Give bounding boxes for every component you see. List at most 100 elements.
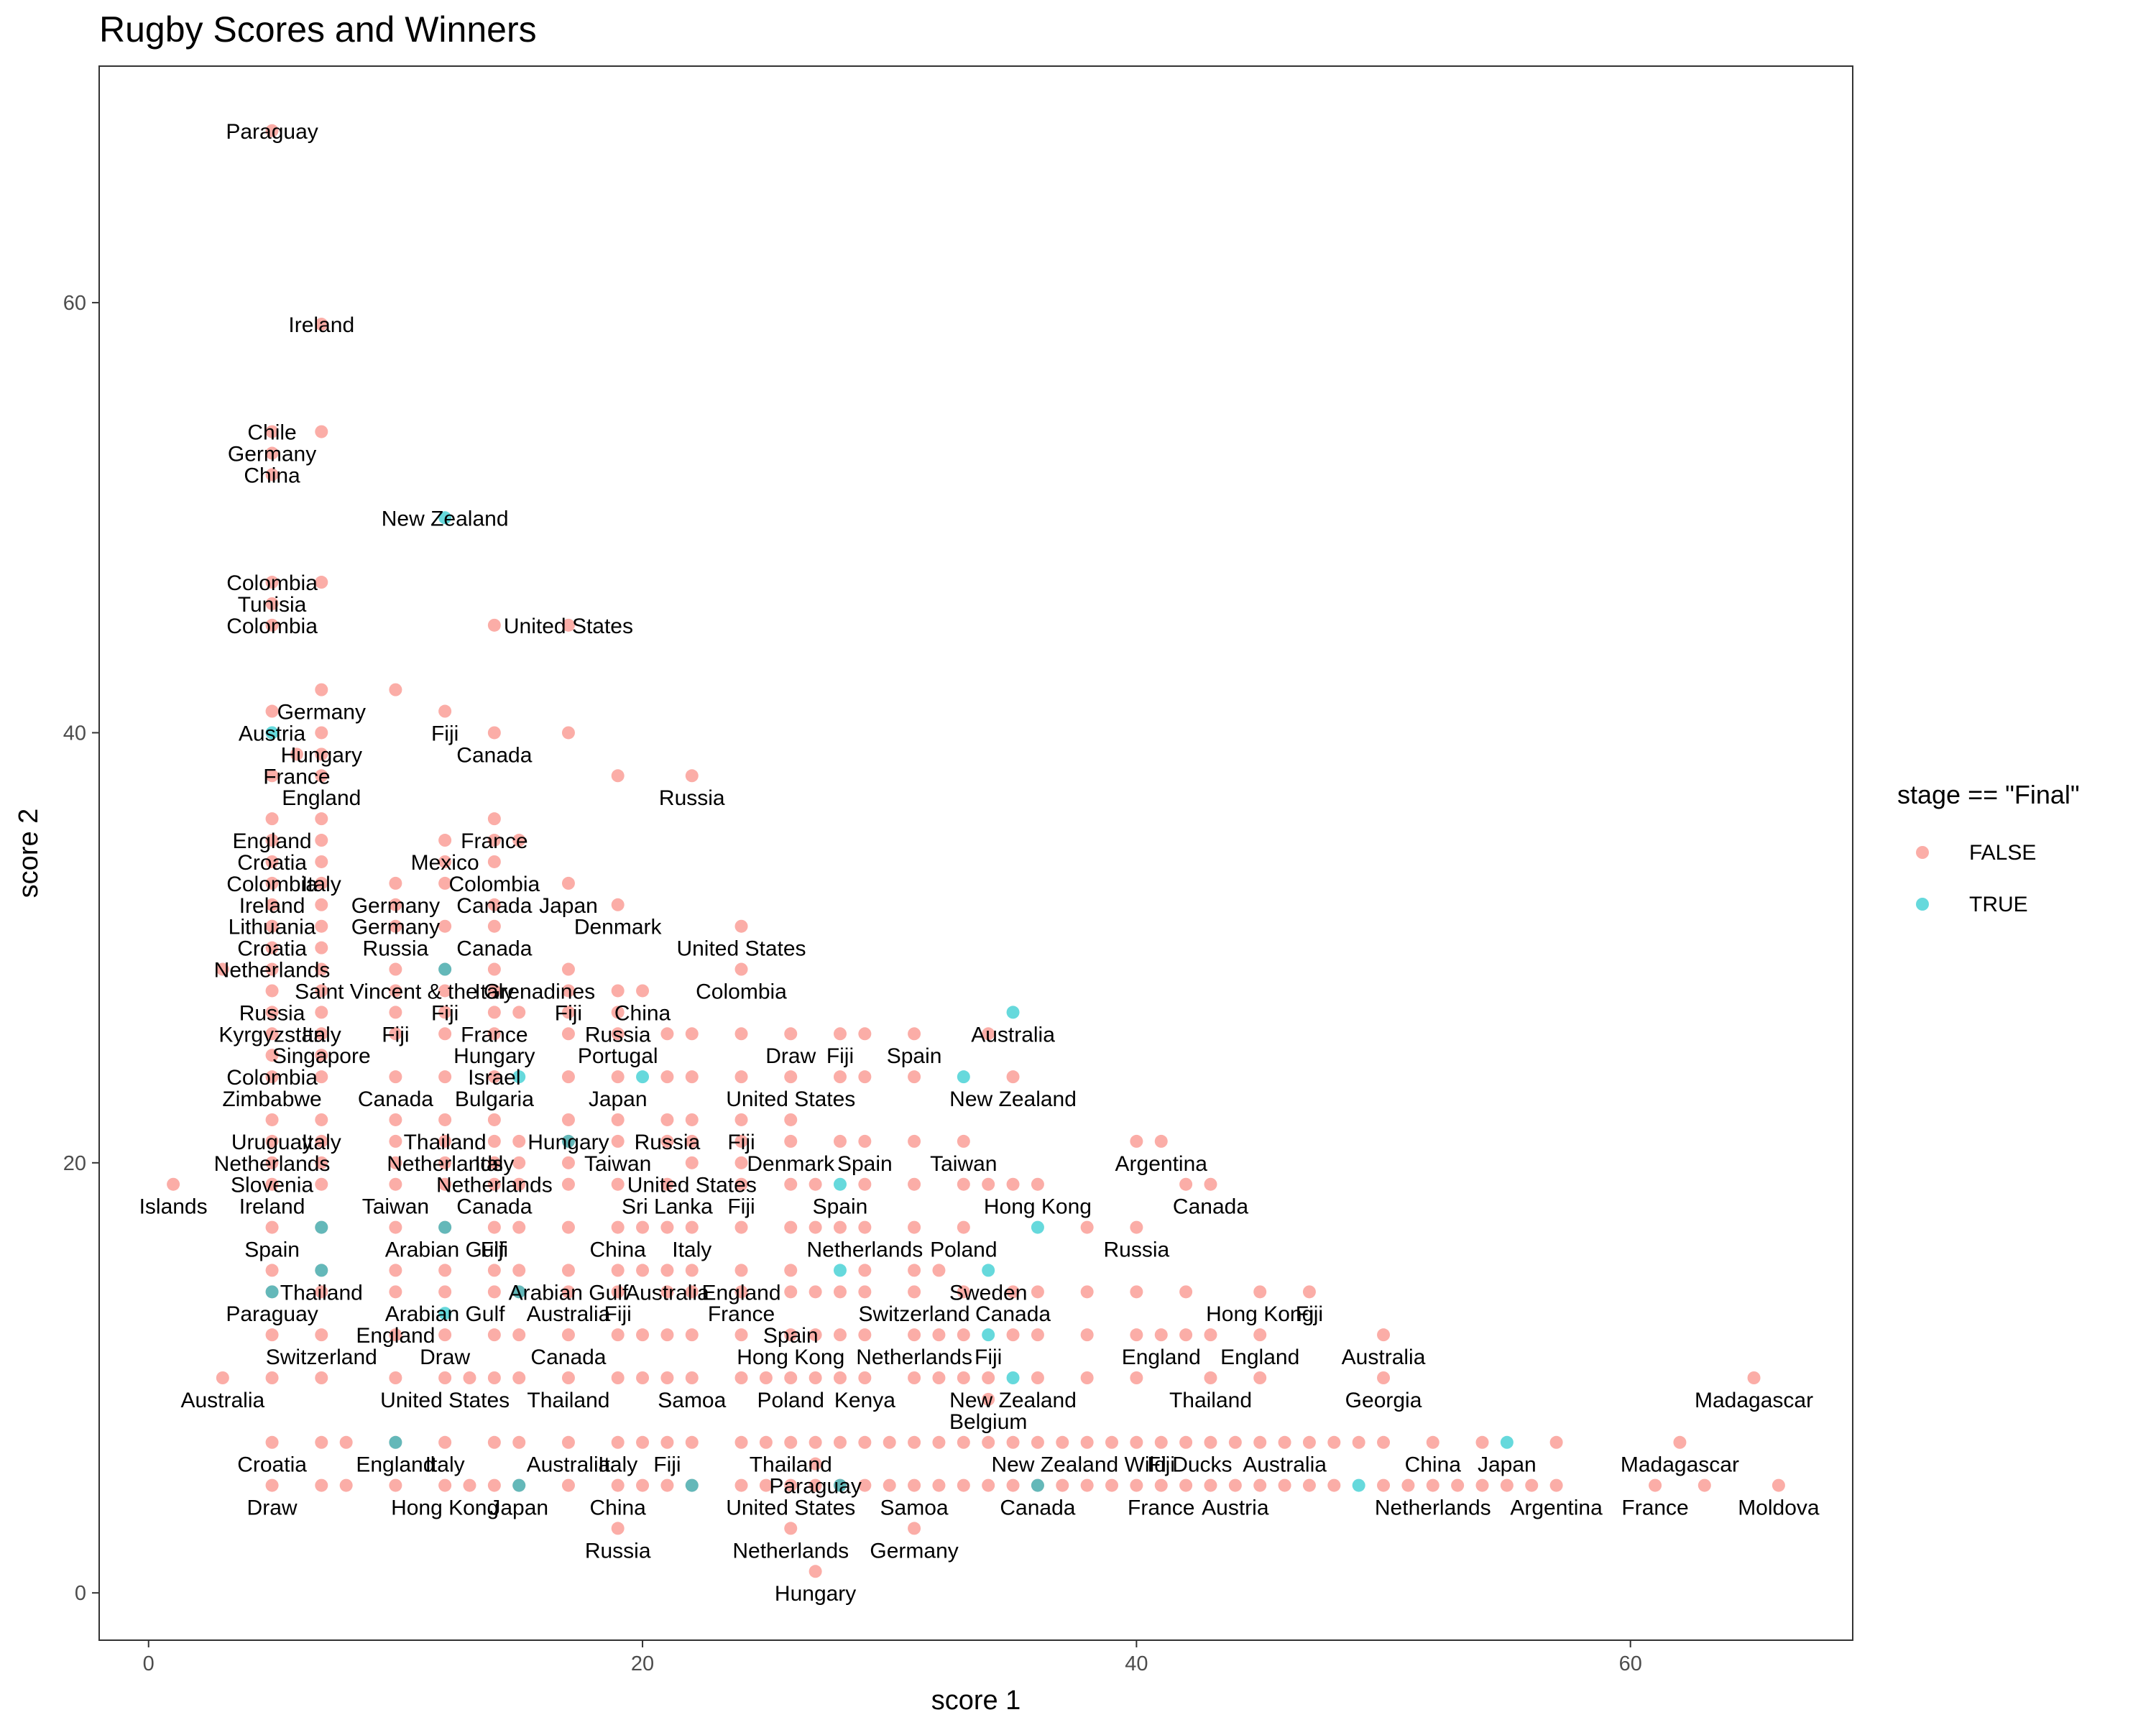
data-point-false bbox=[487, 919, 501, 933]
point-label: United States bbox=[627, 1174, 757, 1197]
point-label: England bbox=[356, 1453, 435, 1477]
data-point-false bbox=[611, 1478, 625, 1492]
data-point-false bbox=[1154, 1435, 1168, 1449]
data-point-false bbox=[265, 468, 279, 482]
data-point-false bbox=[611, 1134, 625, 1148]
data-point-false bbox=[908, 1328, 921, 1342]
data-point-false bbox=[611, 1070, 625, 1084]
data-point-false bbox=[1327, 1435, 1341, 1449]
point-label: Arabian Gulf bbox=[385, 1238, 505, 1261]
data-point-false bbox=[315, 1478, 328, 1492]
data-point-false bbox=[908, 1070, 921, 1084]
point-label: Australia bbox=[1243, 1453, 1327, 1477]
data-point-false bbox=[858, 1134, 872, 1148]
data-point-false bbox=[512, 1328, 526, 1342]
data-point-false bbox=[808, 1371, 822, 1384]
data-point-false bbox=[216, 962, 229, 976]
point-label: Australia bbox=[527, 1302, 611, 1326]
data-point-false bbox=[685, 1220, 699, 1234]
data-point-false bbox=[660, 1285, 674, 1299]
data-point-false bbox=[438, 876, 452, 890]
data-point-false bbox=[265, 812, 279, 826]
point-label: Singapore bbox=[272, 1044, 371, 1068]
data-point-false bbox=[389, 984, 402, 998]
point-label: Islands bbox=[139, 1195, 208, 1219]
data-point-false bbox=[908, 1285, 921, 1299]
point-label: New Zealand bbox=[949, 1389, 1077, 1412]
data-point-false bbox=[982, 1478, 995, 1492]
point-label: Thailand bbox=[750, 1453, 832, 1477]
data-point-false bbox=[784, 1371, 798, 1384]
point-label: Japan bbox=[539, 894, 598, 918]
data-point-false bbox=[1451, 1478, 1465, 1492]
data-point-false bbox=[1352, 1435, 1365, 1449]
data-point-false bbox=[561, 1070, 575, 1084]
data-point-true bbox=[1006, 1371, 1020, 1384]
point-label: Canada bbox=[358, 1087, 433, 1111]
data-point-false bbox=[660, 1113, 674, 1126]
data-point-false bbox=[833, 1285, 847, 1299]
data-point-false bbox=[1377, 1435, 1391, 1449]
data-point-false bbox=[561, 984, 575, 998]
data-point-false bbox=[512, 1177, 526, 1191]
point-label: Australia bbox=[625, 1281, 709, 1305]
data-point-false bbox=[759, 1478, 773, 1492]
data-point-false bbox=[660, 1177, 674, 1191]
data-point-false bbox=[315, 1177, 328, 1191]
data-point-false bbox=[759, 1435, 773, 1449]
data-point-false bbox=[561, 1113, 575, 1126]
point-label: Thailand bbox=[527, 1389, 609, 1412]
data-point-false bbox=[734, 1328, 748, 1342]
data-point-false bbox=[1228, 1435, 1242, 1449]
data-point-false bbox=[611, 1371, 625, 1384]
point-label: Germany bbox=[870, 1539, 958, 1563]
data-point-true bbox=[512, 1285, 526, 1299]
point-label: Taiwan bbox=[930, 1152, 997, 1176]
data-point-false bbox=[487, 1328, 501, 1342]
point-label: Germany bbox=[351, 916, 440, 939]
data-point-false bbox=[265, 876, 279, 890]
data-point-false bbox=[611, 1328, 625, 1342]
data-point-false bbox=[265, 446, 279, 460]
data-point-false bbox=[660, 1134, 674, 1148]
data-point-false bbox=[1006, 1328, 1020, 1342]
point-label: Belgium bbox=[949, 1410, 1027, 1434]
data-point-false bbox=[265, 962, 279, 976]
point-label: Spain bbox=[763, 1324, 819, 1348]
point-label: Hong Kong bbox=[737, 1346, 844, 1369]
point-label: Sweden bbox=[949, 1281, 1027, 1305]
data-point-false bbox=[438, 1371, 452, 1384]
data-point-false bbox=[1031, 1371, 1044, 1384]
point-label: Spain bbox=[813, 1195, 868, 1219]
data-point-false bbox=[315, 425, 328, 438]
data-point-false bbox=[858, 1220, 872, 1234]
data-point-false bbox=[908, 1478, 921, 1492]
point-label: Germany bbox=[351, 894, 440, 918]
data-point-false bbox=[1204, 1371, 1217, 1384]
point-label: Netherlands bbox=[732, 1539, 849, 1563]
data-point-false bbox=[265, 984, 279, 998]
data-point-false bbox=[660, 1328, 674, 1342]
data-point-false bbox=[1377, 1371, 1391, 1384]
data-point-false bbox=[438, 1435, 452, 1449]
point-label: France bbox=[263, 765, 330, 788]
point-label: Spain bbox=[887, 1044, 942, 1068]
data-point-false bbox=[611, 984, 625, 998]
data-point-false bbox=[932, 1371, 946, 1384]
data-point-false bbox=[561, 726, 575, 740]
data-point-false bbox=[315, 1113, 328, 1126]
legend-key-true bbox=[1916, 898, 1929, 911]
data-point-false bbox=[808, 1478, 822, 1492]
data-point-false bbox=[315, 683, 328, 696]
data-point-false bbox=[1253, 1371, 1267, 1384]
point-label: Moldova bbox=[1738, 1496, 1820, 1520]
data-point-false bbox=[660, 1027, 674, 1041]
data-point-true bbox=[438, 962, 452, 976]
point-label: Zimbabwe bbox=[222, 1087, 321, 1111]
data-point-false bbox=[808, 1457, 822, 1471]
data-point-false bbox=[438, 919, 452, 933]
data-point-false bbox=[808, 1285, 822, 1299]
data-point-false bbox=[833, 1027, 847, 1041]
data-point-false bbox=[1080, 1371, 1094, 1384]
point-label: Fiji bbox=[604, 1302, 632, 1326]
